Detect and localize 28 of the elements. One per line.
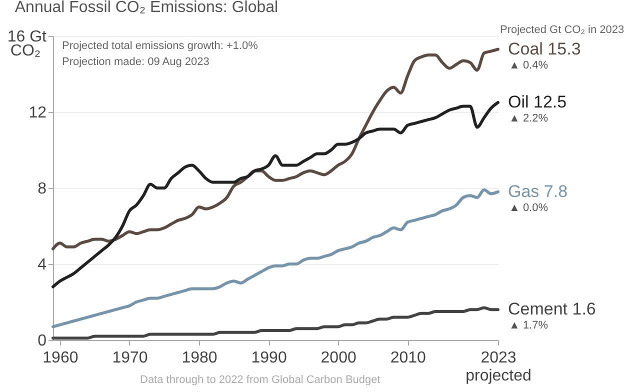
x-tick-label: 1980 — [182, 350, 218, 366]
text: ▲ 0.0% — [509, 202, 548, 214]
x-tick-label: 2023 projected — [466, 350, 532, 384]
line-series — [52, 188, 500, 328]
y-axis-title: CO₂ — [10, 42, 41, 60]
text: ▲ 2.2% — [509, 112, 548, 124]
x-tick-label: 1970 — [112, 350, 148, 366]
x-tick-label: 1960 — [42, 350, 78, 366]
text: Oil 12.5 — [508, 92, 567, 112]
y-tick-label: 8 — [38, 180, 47, 198]
annotation: Projection made: 09 Aug 2023 — [62, 56, 210, 68]
text: Projected Gt CO₂ in 2023 — [500, 24, 624, 36]
x-tick-label: 2000 — [320, 350, 356, 366]
text: Coal 15.3 — [508, 39, 581, 58]
y-tick-label: 12 — [28, 104, 47, 122]
chart-title: Annual Fossil CO₂ Emissions: Global — [14, 0, 278, 16]
x-tick-label: 2010 — [390, 350, 426, 366]
line-series — [52, 101, 500, 288]
text: Data through to 2022 from Global Carbon Budget — [140, 374, 380, 386]
x-tick-label: 1990 — [251, 350, 287, 366]
text: Cement 1.6 — [508, 300, 596, 319]
annotation: Projected total emissions growth: +1.0% — [62, 40, 258, 52]
y-tick-label: 16 Gt — [7, 28, 48, 46]
y-tick-label: 0 — [38, 332, 47, 350]
y-tick-label: 4 — [38, 256, 47, 274]
text: Gas 7.8 — [508, 182, 568, 201]
text: ▲ 1.7% — [509, 320, 548, 332]
text: ▲ 0.4% — [509, 59, 548, 72]
